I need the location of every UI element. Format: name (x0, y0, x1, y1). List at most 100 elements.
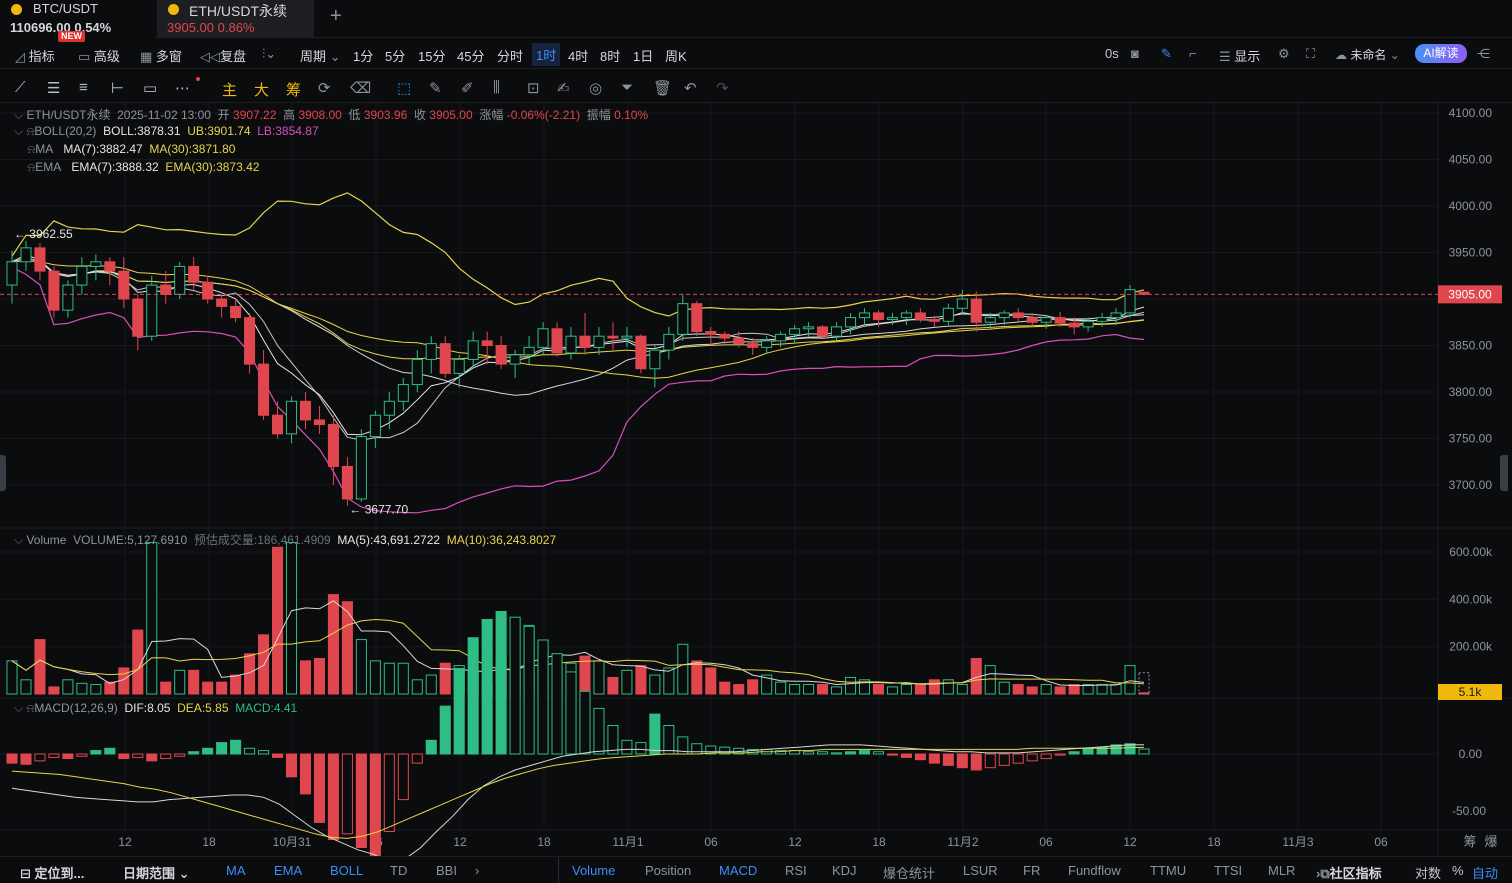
period-button[interactable]: 周期 ⌄ (300, 46, 341, 65)
macd-histogram-bar (76, 753, 88, 757)
highlighter-icon[interactable]: ✐ (461, 80, 474, 97)
indicator-tab-8[interactable]: Fundflow (1068, 863, 1121, 878)
candle-body (579, 335, 591, 348)
share-icon[interactable]: ⋲ (1477, 46, 1490, 61)
date-range-button[interactable]: 日期范围 ⌄ (123, 863, 190, 882)
measure-icon[interactable]: ⫼ (493, 79, 500, 96)
advanced-button[interactable]: ▭ 高级 (78, 46, 120, 65)
settings-gear-icon[interactable]: ⚙ (1278, 46, 1290, 61)
right-panel-handle[interactable] (1500, 455, 1508, 491)
brush-icon[interactable]: ✎ (429, 80, 442, 97)
candle-body (383, 400, 395, 416)
fullscreen-icon[interactable]: ⛶ (1306, 46, 1316, 61)
tab-btc-usdt[interactable]: BTC/USDT 110696.00 0.54% NEW (0, 0, 155, 42)
eraser-icon[interactable]: ⌫ (350, 80, 372, 97)
indicator-tab-1[interactable]: Position (645, 863, 692, 878)
left-panel-handle[interactable] (0, 455, 6, 491)
interval-5[interactable]: 1时 (532, 43, 561, 66)
magnet-icon[interactable]: ⟳ (318, 80, 331, 97)
overlay-ema[interactable]: EMA (274, 863, 303, 878)
candle-body (872, 312, 885, 320)
bell-icon[interactable]: ⍾ (26, 124, 35, 138)
interval-4[interactable]: 分时 (497, 49, 524, 64)
indicator-tab-7[interactable]: FR (1023, 863, 1041, 878)
ai-read-button[interactable]: AI解读 (1415, 44, 1467, 63)
bell-icon[interactable]: ⍾ (26, 701, 35, 715)
filter-icon[interactable]: ⏷ (621, 79, 634, 96)
multi-window-button[interactable]: ▦ 多窗 (140, 46, 182, 65)
bell-icon[interactable]: ⍾ (27, 142, 36, 156)
interval-3[interactable]: 45分 (457, 49, 485, 64)
ma-legend: ⍾MA MA(7):3882.47 MA(30):3871.80 (14, 142, 235, 157)
add-tab-button[interactable]: + (330, 5, 342, 27)
indicator-tab-4[interactable]: KDJ (832, 863, 857, 878)
hline-icon[interactable]: ⊢ (111, 80, 125, 97)
collapse-icon[interactable]: ⌵ (14, 124, 27, 138)
indicator-tab-2[interactable]: MACD (719, 863, 758, 878)
main-chart-area[interactable]: 4100.004050.004000.003950.003900.003850.… (0, 103, 1512, 856)
indicators-button[interactable]: ◿ 指标 (15, 46, 55, 65)
chart-type-button[interactable]: ⫶⌄ (262, 46, 277, 61)
interval-8[interactable]: 1日 (633, 49, 654, 64)
candle-body (565, 335, 577, 354)
interval-2[interactable]: 15分 (418, 49, 446, 64)
interval-7[interactable]: 8时 (600, 49, 621, 64)
main-chart-button[interactable]: 主 (222, 82, 238, 99)
price-axis-label: 3850.00 (1449, 339, 1493, 353)
more-tools-icon[interactable]: ⋯ (175, 80, 190, 97)
interval-9[interactable]: 周K (665, 49, 687, 64)
trendline-icon[interactable]: ⟋ (15, 79, 26, 96)
collapse-icon[interactable]: ⌵ (14, 533, 27, 547)
crop-icon[interactable]: ⌐ (1189, 46, 1197, 61)
indicator-tab-0[interactable]: Volume (572, 863, 616, 878)
tab-eth-usdt-perp[interactable]: ETH/USDT永续 3905.00 0.86% (157, 0, 314, 38)
indicator-tab-9[interactable]: TTMU (1150, 863, 1187, 878)
indicator-tab-10[interactable]: TTSI (1214, 863, 1243, 878)
log-scale-button[interactable]: 对数 (1415, 866, 1442, 881)
lock-icon[interactable]: ⊡ (527, 80, 540, 97)
overlay-next-icon[interactable]: › (475, 863, 480, 878)
overlay-bbi[interactable]: BBI (436, 863, 457, 878)
indicator-tab-6[interactable]: LSUR (963, 863, 998, 878)
candle-body (719, 333, 731, 339)
undo-icon[interactable]: ↶ (684, 80, 697, 97)
camera-icon[interactable]: ◙ (1131, 46, 1139, 61)
interval-0[interactable]: 1分 (353, 49, 374, 64)
replay-button[interactable]: ◁◁复盘 (200, 46, 246, 65)
locate-button[interactable]: ⊟ 定位到... (20, 863, 84, 882)
collapse-icon[interactable]: ⌵ (14, 701, 27, 715)
macd-histogram-bar (705, 745, 717, 755)
indicator-tab-5[interactable]: 爆仓统计 (883, 866, 936, 881)
overlay-ma[interactable]: MA (226, 863, 246, 878)
redo-icon[interactable]: ↷ (716, 80, 729, 97)
community-indicators-button[interactable]: ›⧉社区指标 (1316, 863, 1382, 882)
candle-body (1068, 322, 1080, 328)
volume-bar (928, 679, 940, 695)
percent-scale-button[interactable]: % (1452, 863, 1464, 878)
volume-bar (775, 681, 787, 695)
rectangle-icon[interactable]: ▭ (143, 80, 158, 97)
big-order-button[interactable]: 大 (254, 82, 270, 99)
parallel-lines-icon[interactable]: ☰ (47, 80, 61, 97)
indicator-tab-3[interactable]: RSI (785, 863, 807, 878)
bell-icon[interactable]: ⍾ (27, 160, 36, 174)
display-button[interactable]: ☰ 显示 (1219, 46, 1260, 65)
pencil-icon[interactable]: ✎ (1161, 46, 1172, 61)
chips-button[interactable]: 筹 (286, 82, 302, 99)
layout-name-button[interactable]: ☁ 未命名 ⌄ (1335, 46, 1400, 63)
volume-bar (663, 667, 675, 695)
trash-icon[interactable]: 🗑 (653, 80, 673, 97)
horizontal-lines-icon[interactable]: ≡ (79, 79, 88, 96)
overlay-boll[interactable]: BOLL (330, 863, 364, 878)
note-icon[interactable]: ✍ (557, 80, 570, 97)
rewind-icon: ◁◁ (200, 49, 220, 64)
interval-6[interactable]: 4时 (568, 49, 589, 64)
collapse-icon[interactable]: ⌵ (14, 108, 27, 122)
interval-1[interactable]: 5分 (385, 49, 406, 64)
overlay-td[interactable]: TD (390, 863, 408, 878)
visibility-icon[interactable]: ◎ (589, 80, 603, 97)
indicator-tab-11[interactable]: MLR (1268, 863, 1296, 878)
volume-bar (313, 658, 325, 695)
auto-scale-button[interactable]: 自动 (1472, 866, 1499, 881)
select-icon[interactable]: ⬚ (397, 80, 412, 97)
